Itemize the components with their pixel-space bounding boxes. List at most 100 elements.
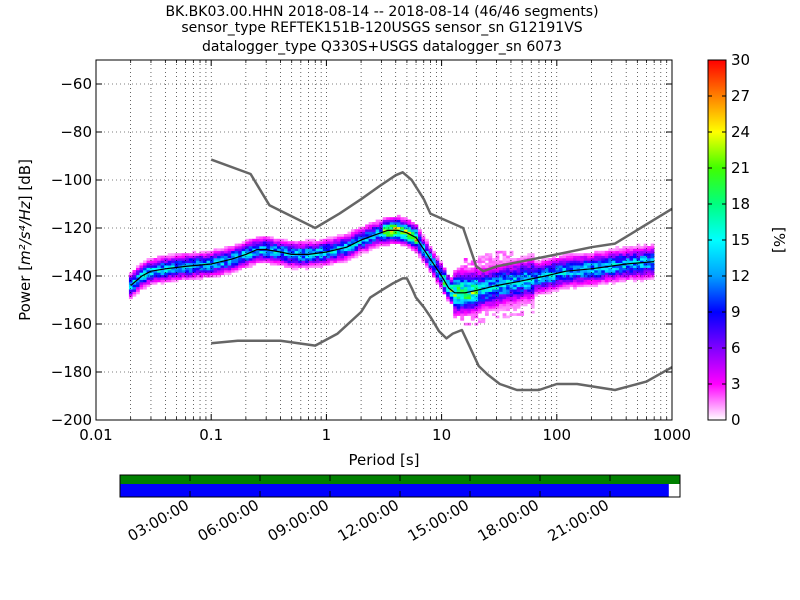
heatmap-cell — [650, 272, 655, 276]
heatmap-cell — [414, 238, 419, 242]
heatmap-cell — [188, 274, 193, 278]
heatmap-cell — [202, 250, 207, 254]
heatmap-cell — [188, 253, 193, 256]
heatmap-cell — [273, 255, 278, 259]
timeline-tick-label: 21:00:00 — [545, 496, 612, 545]
heatmap-cell — [562, 279, 567, 283]
heatmap-cell — [463, 313, 468, 316]
heatmap-cell — [202, 253, 207, 256]
y-tick-label: −160 — [51, 315, 92, 333]
heatmap-cell — [650, 248, 655, 252]
heatmap-cell — [347, 253, 352, 256]
heatmap-cell — [273, 253, 278, 256]
heatmap-cell — [439, 262, 443, 266]
heatmap-cell — [284, 255, 288, 259]
heatmap-cell — [463, 298, 468, 302]
heatmap-cell — [231, 267, 235, 271]
heatmap-cell — [495, 282, 500, 285]
heatmap-cell — [213, 260, 218, 264]
heatmap-cell — [340, 234, 345, 237]
heatmap-cell — [509, 296, 514, 300]
heatmap-cell — [509, 274, 514, 278]
heatmap-cell — [400, 219, 405, 223]
heatmap-cell — [625, 270, 630, 273]
heatmap-cell — [164, 277, 168, 280]
heatmap-cell — [481, 291, 486, 295]
heatmap-cell — [499, 282, 503, 285]
heatmap-cell — [301, 248, 306, 252]
heatmap-cell — [276, 248, 281, 252]
heatmap-cell — [601, 282, 606, 285]
heatmap-cell — [513, 258, 517, 261]
heatmap-cell — [537, 284, 542, 288]
heatmap-cell — [460, 282, 465, 285]
heatmap-cell — [245, 248, 250, 252]
heatmap-cell — [199, 270, 204, 273]
heatmap-cell — [488, 286, 493, 290]
heatmap-cell — [284, 243, 288, 247]
heatmap-cell — [343, 260, 348, 264]
heatmap-cell — [611, 270, 616, 273]
heatmap-cell — [551, 265, 556, 268]
heatmap-cell — [555, 289, 560, 292]
heatmap-cell — [414, 229, 419, 232]
heatmap-cell — [647, 270, 651, 273]
heatmap-cell — [520, 277, 525, 280]
heatmap-cell — [470, 308, 475, 312]
heatmap-cell — [562, 284, 567, 288]
heatmap-cell — [530, 310, 535, 314]
heatmap-cell — [456, 301, 461, 304]
heatmap-cell — [284, 250, 288, 254]
heatmap-cell — [210, 274, 214, 278]
heatmap-cell — [477, 258, 482, 261]
heatmap-cell — [340, 260, 345, 264]
heatmap-cell — [417, 238, 422, 242]
heatmap-cell — [435, 270, 440, 273]
heatmap-cell — [287, 246, 292, 249]
heatmap-cell — [315, 260, 320, 264]
heatmap-cell — [544, 272, 549, 276]
heatmap-cell — [456, 277, 461, 280]
heatmap-cell — [291, 246, 295, 249]
heatmap-cell — [269, 258, 274, 261]
heatmap-cell — [195, 260, 200, 264]
heatmap-cell — [174, 258, 179, 261]
heatmap-cell — [456, 303, 461, 307]
heatmap-cell — [601, 274, 606, 278]
heatmap-cell — [633, 255, 637, 259]
heatmap-cell — [135, 267, 140, 271]
heatmap-cell — [604, 253, 609, 256]
heatmap-cell — [305, 241, 309, 244]
heatmap-cell — [167, 267, 172, 271]
heatmap-cell — [622, 248, 627, 252]
heatmap-cell — [569, 277, 574, 280]
x-axis-ticks: 0.01 0.1 1 10 100 1000 — [79, 60, 691, 444]
heatmap-cell — [241, 246, 246, 249]
heatmap-cell — [548, 277, 553, 280]
heatmap-cell — [530, 306, 535, 309]
heatmap-cell — [329, 248, 334, 252]
heatmap-cell — [509, 272, 514, 276]
heatmap-cell — [280, 255, 285, 259]
heatmap-cell — [573, 258, 577, 261]
heatmap-cell — [481, 277, 486, 280]
heatmap-cell — [132, 277, 137, 280]
heatmap-cell — [534, 277, 539, 280]
heatmap-cell — [231, 255, 235, 259]
heatmap-cell — [502, 282, 507, 285]
heatmap-cell — [520, 294, 525, 297]
heatmap-cell — [460, 267, 465, 271]
heatmap-cell — [135, 282, 140, 285]
heatmap-cell — [523, 296, 528, 300]
heatmap-cell — [301, 246, 306, 249]
heatmap-cell — [262, 241, 267, 244]
heatmap-cell — [294, 267, 299, 271]
heatmap-cell — [135, 272, 140, 276]
heatmap-cell — [400, 241, 405, 244]
heatmap-cell — [506, 272, 510, 276]
heatmap-cell — [368, 222, 373, 225]
heatmap-cell — [506, 306, 510, 309]
heatmap-cell — [167, 265, 172, 268]
heatmap-cell — [192, 274, 197, 278]
heatmap-cell — [442, 286, 447, 290]
